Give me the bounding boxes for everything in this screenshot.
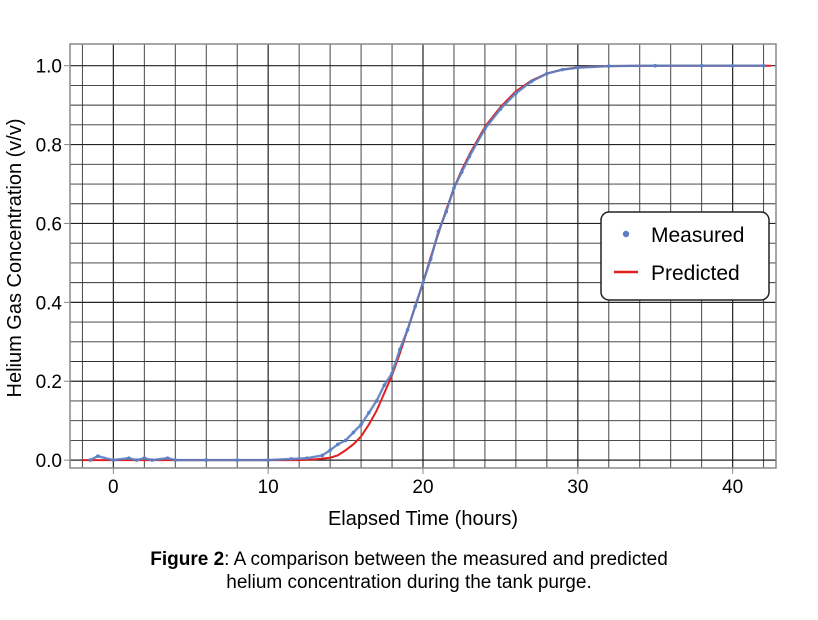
legend-marker-measured [622,230,630,238]
data-point-measured [266,458,270,462]
data-point-measured [405,328,410,332]
x-tick-label: 40 [722,477,743,498]
y-tick-label: 0.2 [36,372,62,393]
plot-series [82,63,772,462]
data-point-measured [204,458,209,462]
data-point-measured [88,458,92,462]
data-point-measured [452,186,456,190]
data-point-measured [529,79,534,84]
legend-label-measured: Measured [651,224,744,247]
data-point-measured [165,456,170,460]
caption-text-line2: helium concentration during the tank pur… [226,572,592,593]
data-point-measured [483,127,487,131]
data-point-measured [374,399,379,403]
data-point-measured [367,410,371,415]
data-point-measured [351,430,356,435]
data-point-measured [606,64,611,68]
x-tick-label: 30 [567,477,588,498]
data-point-measured [382,383,387,387]
data-point-measured [459,170,464,174]
legend-label-predicted: Predicted [651,262,740,285]
data-point-measured [421,280,425,285]
x-tick-label: 10 [258,477,279,498]
y-tick-label: 0.6 [36,214,62,235]
data-point-measured [173,458,178,462]
y-tick-label: 1.0 [36,57,62,78]
figure-caption: Figure 2: A comparison between the measu… [0,548,818,594]
series-line-measured [89,64,764,462]
data-point-measured [498,107,503,111]
data-point-measured [761,63,766,68]
data-point-measured [428,257,433,261]
data-point-measured [142,456,147,460]
chart: 0 10 20 30 40 0.0 0.2 0.4 0.6 0.8 1.0 Elapsed Time… [4,43,777,530]
data-point-measured [127,456,131,460]
data-point-measured [397,347,402,352]
data-point-measured [436,229,441,234]
data-point-measured [96,454,100,458]
data-point-measured [328,448,332,453]
data-point-measured [359,422,363,427]
data-point-measured [343,438,348,443]
y-axis-label: Helium Gas Concentration (v/v) [4,119,26,398]
data-point-measured [305,456,309,460]
x-axis-label: Elapsed Time (hours) [328,508,518,530]
caption-label: Figure 2 [150,549,225,570]
axis-ticks: 0 10 20 30 40 0.0 0.2 0.4 0.6 0.8 1.0 [36,57,744,498]
legend: Measured Predicted [600,211,770,301]
data-point-measured [514,91,518,96]
data-point-measured [134,458,139,462]
y-tick-label: 0.4 [36,293,63,314]
data-point-measured [320,453,325,458]
data-point-measured [150,458,154,462]
grid [70,44,776,468]
data-point-measured [444,209,449,214]
data-point-measured [545,71,549,76]
data-point-measured [730,63,735,68]
data-point-measured [653,63,658,68]
y-tick-label: 0.0 [36,451,62,472]
legend-box [600,211,770,301]
data-point-measured [289,457,294,461]
data-point-measured [467,154,472,159]
data-point-measured [390,371,394,376]
y-tick-label: 0.8 [36,136,62,157]
data-point-measured [235,458,240,462]
x-tick-label: 0 [108,477,119,498]
data-point-measured [576,65,580,70]
data-point-measured [699,63,704,68]
x-tick-label: 20 [412,477,433,498]
data-point-measured [413,304,418,309]
data-point-measured [111,458,116,462]
caption-text: : A comparison between the measured and … [224,549,668,570]
data-point-measured [336,442,340,447]
data-point-measured [560,67,565,72]
